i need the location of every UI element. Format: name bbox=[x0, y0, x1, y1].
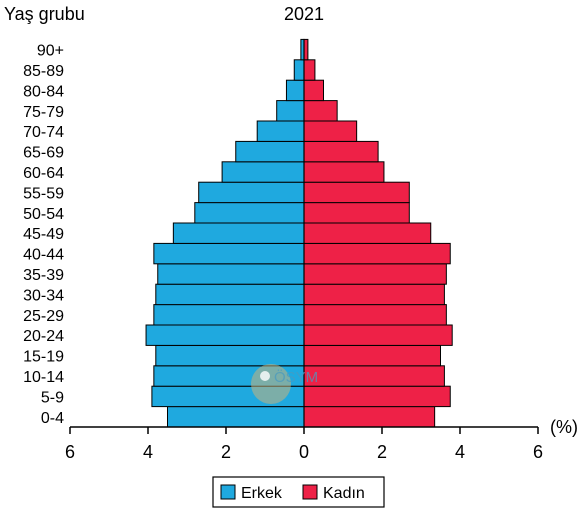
bar-erkek-40-44 bbox=[153, 242, 305, 265]
bar-erkek-25-29 bbox=[153, 304, 305, 326]
x-tick-label: 4 bbox=[143, 442, 153, 462]
watermark-text: ÖSYM bbox=[274, 368, 318, 386]
category-label: 55-59 bbox=[23, 185, 64, 202]
bar-kadin-60-64 bbox=[303, 161, 385, 183]
x-tick-label: 0 bbox=[299, 442, 309, 462]
bar-kadin-0-4 bbox=[303, 406, 436, 428]
x-tick-label: 2 bbox=[221, 442, 231, 462]
category-label: 70-74 bbox=[23, 124, 64, 141]
bar-kadin-30-34 bbox=[303, 283, 445, 306]
bar-erkek-35-39 bbox=[157, 263, 305, 285]
bar-kadin-55-59 bbox=[303, 181, 410, 204]
bar-kadin-85-89 bbox=[303, 59, 316, 81]
bar-kadin-20-24 bbox=[303, 324, 453, 346]
bar-erkek-15-19 bbox=[155, 344, 305, 367]
category-label: 25-29 bbox=[23, 308, 64, 325]
bar-erkek-30-34 bbox=[155, 283, 305, 306]
chart-title: 2021 bbox=[284, 4, 324, 24]
category-label: 30-34 bbox=[23, 287, 64, 304]
bar-erkek-20-24 bbox=[145, 324, 305, 346]
watermark: ÖSYM bbox=[251, 364, 318, 404]
bar-erkek-80-84 bbox=[285, 79, 305, 102]
x-axis-unit: (%) bbox=[550, 417, 578, 437]
category-label: 90+ bbox=[37, 43, 64, 60]
category-label: 0-4 bbox=[41, 410, 64, 427]
category-label: 85-89 bbox=[23, 63, 64, 80]
bar-erkek-85-89 bbox=[293, 59, 305, 81]
bar-kadin-70-74 bbox=[303, 120, 358, 142]
legend-swatch-kadin bbox=[302, 484, 318, 500]
bar-erkek-60-64 bbox=[221, 161, 305, 183]
x-tick-label: 6 bbox=[65, 442, 75, 462]
bar-erkek-0-4 bbox=[167, 406, 305, 428]
bar-kadin-65-69 bbox=[303, 140, 379, 163]
category-label: 20-24 bbox=[23, 328, 64, 345]
legend-swatch-erkek bbox=[220, 484, 236, 500]
bar-kadin-5-9 bbox=[303, 385, 451, 408]
bar-kadin-25-29 bbox=[303, 304, 447, 326]
x-axis: 6 4 2 0 2 4 6 bbox=[65, 426, 543, 462]
bar-erkek-70-74 bbox=[256, 120, 305, 142]
legend-label-kadin: Kadın bbox=[323, 485, 365, 502]
bar-erkek-75-79 bbox=[276, 100, 305, 122]
x-tick-label: 6 bbox=[533, 442, 543, 462]
legend-box bbox=[212, 476, 385, 508]
bar-erkek-65-69 bbox=[235, 140, 305, 163]
category-label: 35-39 bbox=[23, 267, 64, 284]
category-label: 10-14 bbox=[23, 369, 64, 386]
bar-kadin-80-84 bbox=[303, 79, 324, 102]
x-tick-label: 4 bbox=[455, 442, 465, 462]
category-labels: 0-4 5-9 10-14 15-19 20-24 25-29 30-34 35-39 40-4… bbox=[23, 43, 64, 427]
category-label: 60-64 bbox=[23, 165, 64, 182]
bar-kadin-75-79 bbox=[303, 100, 338, 122]
category-label: 80-84 bbox=[23, 83, 64, 100]
bar-kadin-50-54 bbox=[303, 202, 410, 224]
watermark-seal-inner-icon bbox=[260, 371, 270, 381]
bar-erkek-45-49 bbox=[172, 222, 305, 244]
legend-label-erkek: Erkek bbox=[241, 485, 283, 502]
category-label: 75-79 bbox=[23, 104, 64, 121]
legend: Erkek Kadın bbox=[212, 476, 385, 508]
x-tick-label: 2 bbox=[377, 442, 387, 462]
bar-kadin-40-44 bbox=[303, 242, 451, 265]
category-label: 5-9 bbox=[41, 389, 64, 406]
bar-erkek-55-59 bbox=[198, 181, 305, 204]
category-label: 40-44 bbox=[23, 247, 64, 264]
bar-kadin-45-49 bbox=[303, 222, 432, 244]
category-label: 45-49 bbox=[23, 226, 64, 243]
category-label: 65-69 bbox=[23, 145, 64, 162]
category-label: 15-19 bbox=[23, 349, 64, 366]
bar-erkek-50-54 bbox=[194, 202, 305, 224]
bar-kadin-35-39 bbox=[303, 263, 447, 285]
bar-kadin-15-19 bbox=[303, 344, 441, 367]
y-axis-title: Yaş grubu bbox=[4, 4, 85, 24]
category-label: 50-54 bbox=[23, 206, 64, 223]
bar-kadin-10-14 bbox=[303, 365, 445, 387]
